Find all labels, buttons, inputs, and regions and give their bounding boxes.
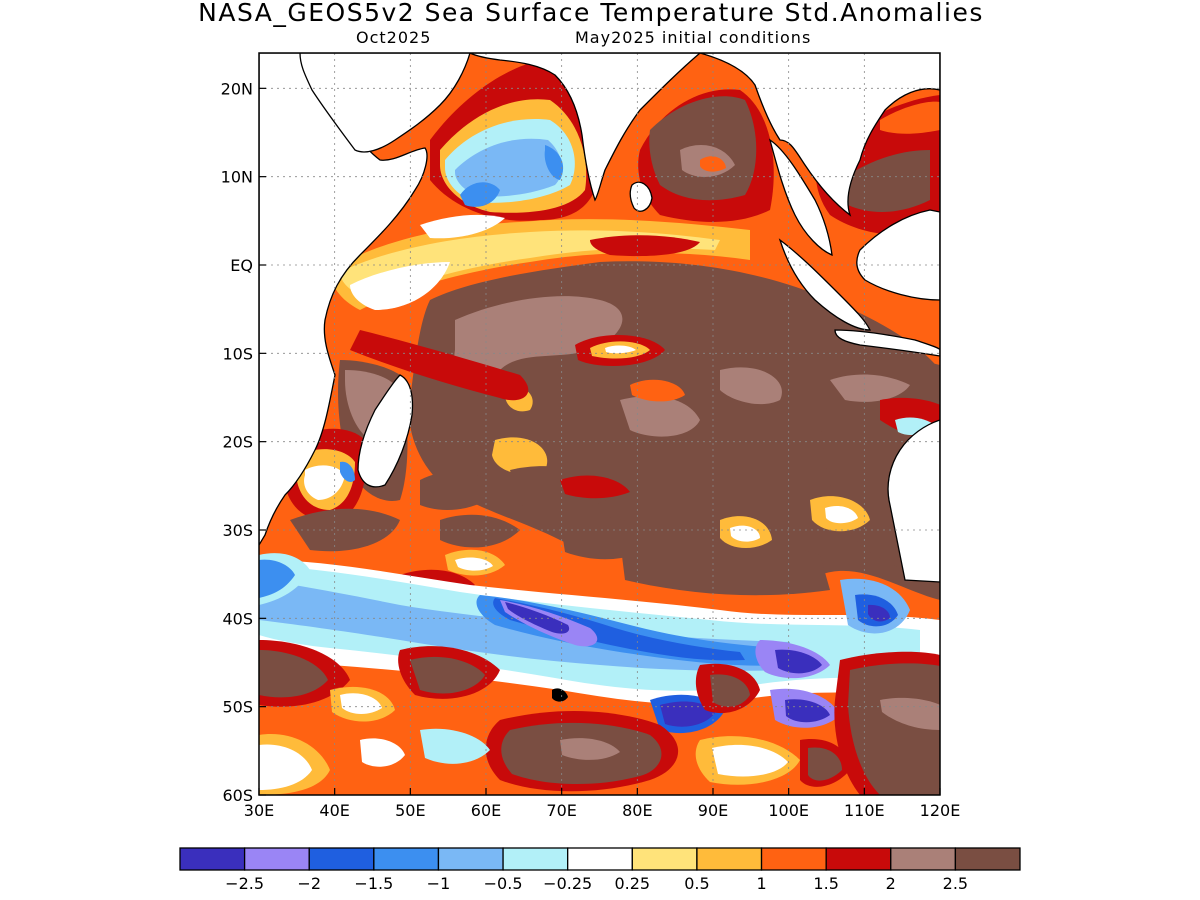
map-grid [259, 53, 940, 795]
land-australia [887, 419, 940, 583]
lon-tick-label: 80E [622, 801, 652, 820]
land-kerguelen [552, 688, 568, 702]
colorbar-label: 2 [886, 874, 896, 893]
lat-tick-label: 10N [221, 168, 253, 187]
colorbar-swatch [760, 847, 827, 871]
lon-tick-label: 120E [920, 801, 961, 820]
colorbar-label: −0.25 [543, 874, 592, 893]
land-srilanka [629, 181, 653, 212]
map-frame [258, 52, 941, 796]
lat-tick-label: 50S [222, 698, 253, 717]
anomaly-field [259, 53, 940, 795]
colorbar-label: −0.5 [484, 874, 523, 893]
lat-tick-label: 10S [222, 344, 253, 363]
lon-tick-label: 110E [844, 801, 885, 820]
colorbar-swatch [502, 847, 569, 871]
land-borneo [856, 209, 940, 301]
lon-tick-label: 50E [395, 801, 425, 820]
land-indochina [699, 53, 940, 217]
lon-tick-label: 30E [244, 801, 274, 820]
lon-tick-label: 70E [546, 801, 576, 820]
land-sumatra [778, 238, 872, 331]
lat-tick-label: 20S [222, 433, 253, 452]
colorbar-label: 2.5 [943, 874, 968, 893]
land-india [469, 53, 702, 202]
colorbar-label: −1 [427, 874, 451, 893]
lon-axis: 30E 40E 50E 60E 70E 80E 90E 100E 110E 120E [244, 788, 961, 820]
initial-conditions: May2025 initial conditions [575, 28, 812, 47]
colorbar-swatch [243, 847, 310, 871]
lon-tick-label: 100E [768, 801, 809, 820]
colorbar-swatch [567, 847, 633, 871]
colorbar-label: 1 [756, 874, 766, 893]
colorbar-swatch [696, 847, 763, 871]
colorbar-label: 0.5 [684, 874, 709, 893]
lat-tick-label: 20N [221, 79, 253, 98]
lat-tick-label: 40S [222, 609, 253, 628]
colorbar-swatch [825, 847, 892, 871]
colorbar-label: 1.5 [813, 874, 838, 893]
land-arabia [299, 53, 471, 153]
land-java [834, 329, 940, 357]
colorbar-swatch [308, 847, 375, 871]
colorbar-swatch [437, 847, 504, 871]
colorbar-label: 0.25 [614, 874, 650, 893]
lon-tick-label: 60E [471, 801, 501, 820]
colorbar-swatch [373, 847, 440, 871]
colorbar-label: −2 [297, 874, 321, 893]
colorbar-label: −2.5 [225, 874, 264, 893]
forecast-month: Oct2025 [356, 28, 432, 47]
lon-tick-label: 40E [319, 801, 349, 820]
colorbar-swatch [631, 847, 698, 871]
lon-tick-label: 90E [698, 801, 728, 820]
lat-tick-label: 30S [222, 521, 253, 540]
colorbar-swatch [179, 847, 246, 871]
lat-axis: 20N 10N EQ 10S 20S 30S 40S 50S 60S [221, 79, 266, 805]
lat-tick-label: 60S [222, 786, 253, 805]
colorbar-label: −1.5 [354, 874, 393, 893]
map-title: NASA_GEOS5v2 Sea Surface Temperature Std… [198, 0, 984, 27]
land-madagascar [357, 374, 414, 488]
land-malay [768, 138, 833, 257]
lat-tick-label: EQ [230, 256, 253, 275]
colorbar-swatch [890, 847, 957, 871]
colorbar-swatch [954, 847, 1021, 871]
